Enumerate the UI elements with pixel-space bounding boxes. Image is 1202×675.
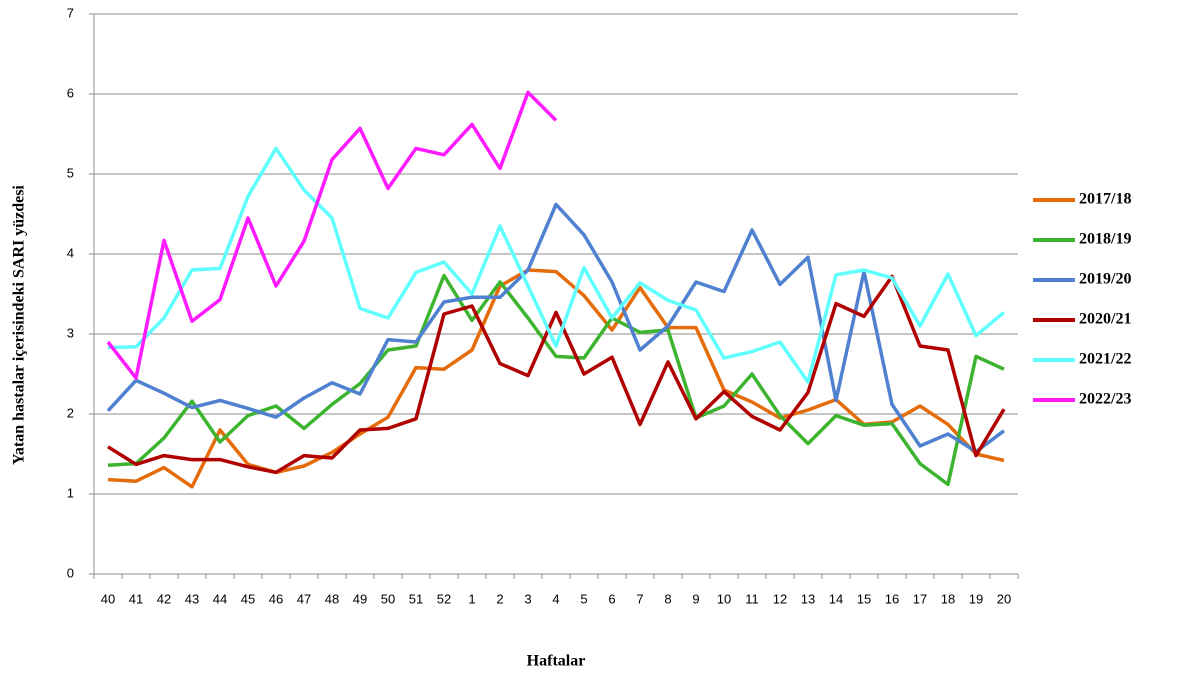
series-line — [107, 274, 1006, 475]
y-axis-label: Yatan hastalar içerisindeki SARI yüzdesi — [11, 185, 28, 465]
y-tick-label: 6 — [67, 85, 74, 100]
x-tick-label: 19 — [969, 591, 983, 606]
legend-label: 2022/23 — [1079, 391, 1131, 408]
x-tick-label: 7 — [636, 591, 643, 606]
x-axis-label: Haftalar — [527, 653, 586, 670]
x-tick-label: 3 — [524, 591, 531, 606]
x-tick-label: 17 — [913, 591, 927, 606]
x-tick-label: 50 — [381, 591, 395, 606]
x-tick-label: 47 — [297, 591, 311, 606]
x-tick-label: 48 — [325, 591, 339, 606]
x-tick-label: 49 — [353, 591, 367, 606]
x-tick-label: 52 — [437, 591, 451, 606]
x-tick-label: 40 — [101, 591, 115, 606]
x-tick-label: 4 — [552, 591, 559, 606]
x-tick-label: 41 — [129, 591, 143, 606]
legend-label: 2020/21 — [1079, 311, 1131, 328]
x-tick-label: 15 — [857, 591, 871, 606]
y-tick-label: 3 — [67, 325, 74, 340]
x-tick-label: 42 — [157, 591, 171, 606]
legend-label: 2018/19 — [1079, 231, 1131, 248]
x-tick-label: 51 — [409, 591, 423, 606]
y-tick-label: 0 — [67, 565, 74, 580]
legend-label: 2021/22 — [1079, 351, 1131, 368]
series-line — [106, 90, 558, 380]
x-tick-label: 12 — [773, 591, 787, 606]
legend-label: 2019/20 — [1079, 271, 1131, 288]
legend-label: 2017/18 — [1079, 191, 1131, 208]
y-tick-label: 5 — [67, 165, 74, 180]
y-tick-label: 1 — [67, 485, 74, 500]
x-tick-label: 16 — [885, 591, 899, 606]
x-tick-label: 9 — [692, 591, 699, 606]
series-line — [107, 146, 1006, 384]
x-tick-label: 44 — [213, 591, 227, 606]
x-tick-label: 18 — [941, 591, 955, 606]
y-tick-label: 4 — [67, 245, 74, 260]
x-tick-label: 1 — [468, 591, 475, 606]
x-tick-label: 20 — [997, 591, 1011, 606]
x-tick-label: 43 — [185, 591, 199, 606]
x-tick-label: 11 — [745, 591, 759, 606]
x-tick-label: 8 — [664, 591, 671, 606]
x-tick-label: 13 — [801, 591, 815, 606]
x-tick-label: 5 — [580, 591, 587, 606]
x-tick-label: 45 — [241, 591, 255, 606]
x-tick-label: 2 — [496, 591, 503, 606]
series-line — [106, 202, 1006, 454]
x-tick-label: 14 — [829, 591, 843, 606]
y-tick-label: 2 — [67, 405, 74, 420]
y-tick-label: 7 — [67, 5, 74, 20]
x-tick-label: 6 — [608, 591, 615, 606]
x-tick-label: 46 — [269, 591, 283, 606]
x-tick-label: 10 — [717, 591, 731, 606]
